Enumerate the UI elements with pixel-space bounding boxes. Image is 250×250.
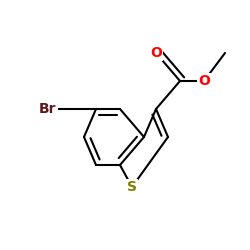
Text: O: O <box>198 74 210 88</box>
Text: O: O <box>150 46 162 60</box>
Text: S: S <box>127 180 137 194</box>
Text: Br: Br <box>39 102 57 116</box>
